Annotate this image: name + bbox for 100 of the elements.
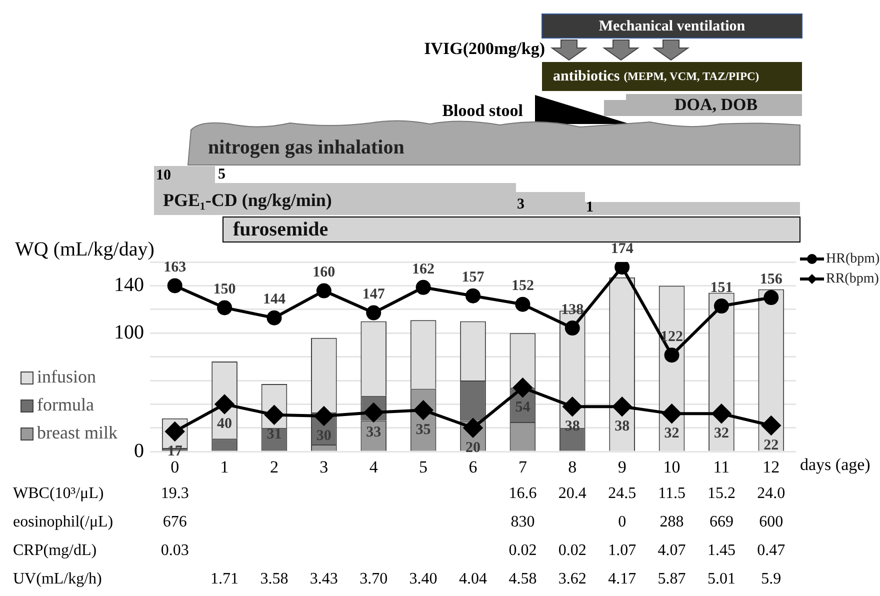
text: 1 — [586, 199, 594, 216]
point — [366, 305, 382, 320]
x-tick-label: 1 — [220, 457, 229, 476]
text: 5 — [218, 166, 226, 182]
point — [466, 288, 480, 304]
point — [662, 404, 682, 424]
point — [762, 416, 781, 436]
data-label: 32 — [664, 426, 680, 442]
text: Blood stool — [442, 100, 524, 120]
data-label: 157 — [462, 270, 485, 286]
x-tick-label: 10 — [663, 457, 680, 476]
x-tick-label: 12 — [762, 457, 780, 476]
text: WBC(10³/μL) — [13, 484, 104, 502]
text: 20.4 — [558, 484, 586, 502]
data-label: 152 — [511, 278, 534, 294]
data-label: 40 — [217, 416, 232, 432]
text: (MEPM, VCM, TAZ/PIPC) — [624, 70, 760, 83]
text: 830 — [510, 513, 535, 530]
text: 288 — [660, 513, 684, 530]
text: IVIG(200mg/kg) — [424, 38, 545, 58]
text: 24.5 — [608, 484, 636, 502]
text: 10 — [156, 167, 171, 184]
data-label: 156 — [760, 271, 783, 288]
point — [515, 296, 530, 312]
text: 5.9 — [761, 570, 782, 588]
data-label: 162 — [412, 261, 435, 278]
data-label: 160 — [312, 264, 336, 281]
text: 3.40 — [409, 570, 438, 588]
legend-label: RR(bpm) — [826, 272, 880, 287]
x-tick-label: 11 — [713, 457, 730, 476]
point — [562, 397, 582, 416]
text: 5.87 — [658, 570, 686, 588]
text: 3.58 — [260, 570, 288, 588]
text: 0.02 — [558, 542, 586, 559]
text: 3.70 — [360, 570, 388, 588]
text: 0.03 — [160, 542, 189, 559]
point — [513, 378, 532, 398]
point — [714, 298, 729, 314]
data-label: 174 — [610, 240, 634, 257]
text: PGE₁-CD (ng/kg/min) — [163, 190, 332, 210]
point — [266, 310, 282, 326]
data-label: 151 — [710, 280, 733, 296]
text: 0.02 — [508, 542, 537, 559]
text: 4.07 — [658, 542, 686, 559]
y-tick-label: 140 — [114, 274, 144, 296]
text: CRP(mg/dL) — [13, 542, 97, 559]
x-tick-label: 2 — [270, 457, 278, 476]
text: UV(mL/kg/h) — [13, 570, 102, 588]
text: 4.17 — [608, 570, 636, 588]
y-tick-label: 100 — [114, 321, 144, 344]
text: 5.01 — [707, 570, 736, 588]
text: 3 — [517, 196, 524, 212]
text: 1.07 — [608, 542, 636, 559]
point — [664, 348, 680, 363]
text: 11.5 — [658, 484, 686, 502]
point — [712, 404, 731, 424]
legend-label: infusion — [37, 366, 96, 387]
legend-label: formula — [37, 394, 94, 415]
text: 4.58 — [508, 570, 537, 588]
text: Mechanical ventilation — [598, 18, 746, 34]
y-tick-label: 0 — [134, 440, 144, 462]
text: 669 — [709, 513, 734, 530]
text: 19.3 — [160, 484, 189, 502]
data-label: 144 — [262, 292, 286, 308]
text: eosinophil(/μL) — [13, 513, 114, 530]
x-tick-label: 8 — [568, 457, 577, 476]
text: 1.45 — [707, 542, 736, 559]
x-tick-label: 3 — [320, 457, 328, 476]
text: 0 — [618, 513, 626, 530]
legend-label: breast milk — [37, 422, 118, 443]
x-tick-label: 9 — [618, 457, 626, 476]
data-label: 33 — [366, 424, 382, 440]
point — [612, 397, 632, 416]
y-axis-title: WQ (mL/kg/day) — [15, 238, 154, 260]
legend-label: HR(bpm) — [826, 252, 880, 267]
text: DOA, DOB — [674, 94, 758, 114]
data-label: 150 — [213, 282, 236, 298]
point — [564, 320, 580, 336]
text: 4.04 — [459, 570, 487, 588]
text: 16.6 — [508, 484, 537, 502]
point — [167, 278, 182, 294]
x-tick-label: 4 — [369, 457, 378, 476]
data-label: 32 — [714, 426, 729, 442]
x-tick-label: 0 — [170, 457, 180, 476]
text: 24.0 — [757, 484, 786, 502]
data-label: 163 — [164, 260, 186, 276]
text: antibiotics — [553, 68, 620, 84]
text: 676 — [162, 513, 187, 530]
text: furosemide — [233, 218, 328, 241]
text: 600 — [759, 513, 784, 530]
text: 15.2 — [707, 484, 736, 502]
text: 3.62 — [558, 570, 586, 588]
point — [316, 283, 332, 298]
x-axis-title: days (age) — [800, 455, 870, 474]
text: 3.43 — [310, 570, 338, 588]
point — [217, 300, 232, 316]
data-label: 38 — [614, 418, 630, 434]
x-tick-label: 5 — [419, 457, 428, 476]
point — [314, 406, 334, 426]
point — [764, 290, 779, 306]
